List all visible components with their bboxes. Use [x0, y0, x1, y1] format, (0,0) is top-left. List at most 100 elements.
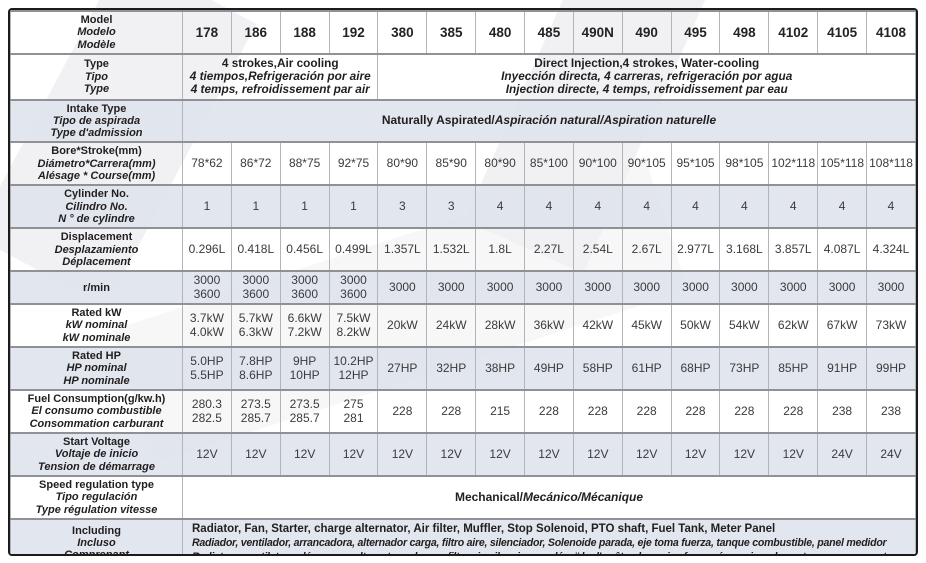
value-cell: 280.3 282.5	[182, 389, 232, 434]
value-line: 4.0kW	[189, 324, 224, 339]
merged-en-text: Mechanical	[454, 489, 520, 504]
value-cell: 1.532L	[426, 227, 477, 273]
row-label-line: Incluso	[77, 536, 116, 549]
value-cell: 238	[866, 389, 916, 434]
value-cell: 90*100	[572, 141, 623, 187]
value-cell: 228	[377, 389, 428, 434]
value-cell: 91HP	[817, 346, 868, 392]
value-cell: 9HP 10HP	[279, 346, 330, 392]
value-cell: 105*118	[817, 141, 868, 187]
value-cell: 228	[426, 389, 477, 434]
row-label-line: Comprenant	[64, 549, 129, 556]
value-line: 6.6kW	[287, 311, 322, 326]
value-cell: 12V	[377, 431, 428, 477]
value-line: 9HP	[292, 354, 317, 369]
row-label-line: Type	[84, 58, 109, 71]
value-cell: 20kW	[377, 303, 428, 349]
value-cell: 50kW	[670, 303, 721, 349]
table-row: Start Voltage Voltaje de inicio Tension de…	[10, 431, 916, 477]
row-label-line: Rated kW	[71, 307, 122, 320]
model-header-cell: 490N	[572, 10, 623, 55]
value-line: 32HP	[436, 360, 467, 375]
value-cell: 2.27L	[524, 227, 574, 273]
value-cell: 275 281	[328, 389, 379, 434]
row-label-line: Cilindro No.	[65, 200, 128, 213]
value-line: 3000	[779, 280, 807, 295]
value-cell: 3000	[377, 270, 428, 306]
value-line: 38HP	[485, 360, 516, 375]
value-line: 228	[587, 403, 608, 418]
row-label: Cylinder No. Cilindro No. N ° de cylindre	[10, 184, 183, 230]
value-cell: 12V	[621, 431, 672, 477]
row-label-line: Model	[80, 14, 113, 26]
model-header-cell: 186	[230, 10, 281, 55]
value-cell: 12V	[670, 431, 721, 477]
value-line: 10.2HP	[333, 354, 374, 369]
value-line: 20kW	[387, 317, 418, 332]
model-header-cell: 188	[279, 10, 330, 55]
value-cell: 32HP	[426, 346, 477, 392]
value-line: 4	[789, 199, 797, 214]
model-header-cell: 4105	[817, 10, 868, 55]
value-cell: 215	[475, 389, 526, 434]
value-cell: 0.499L	[328, 227, 379, 273]
row-label-line: Cylinder No.	[64, 188, 129, 201]
value-cell: 78*62	[182, 141, 232, 187]
engine-spec-table: Model Modelo Modèle 178 186 188 192 380 385 480 48…	[10, 10, 916, 556]
merged-cell-line: Injection directe, 4 temps, refroidissem…	[505, 82, 788, 97]
value-cell: 3.857L	[768, 227, 819, 273]
value-cell: 3000	[621, 270, 672, 306]
value-line: 280.3	[191, 397, 222, 412]
value-cell: 0.418L	[230, 227, 281, 273]
merged-value-cell: Mechanical/Mecánico/Mécanique	[182, 474, 916, 520]
value-line: 36kW	[533, 317, 565, 332]
value-line: 4	[496, 199, 504, 214]
value-cell: 3	[377, 184, 428, 230]
value-line: 95*105	[676, 156, 715, 171]
value-line: 7.5kW	[336, 311, 371, 326]
value-cell: 228	[524, 389, 574, 434]
value-line: 228	[685, 403, 706, 418]
value-line: 50kW	[680, 317, 711, 332]
value-line: 2.27L	[533, 242, 564, 257]
value-line: 3000	[193, 273, 221, 288]
table-row: Cylinder No. Cilindro No. N ° de cylindre 1…	[10, 184, 916, 230]
value-line: 67kW	[826, 317, 858, 332]
value-line: 78*62	[191, 156, 223, 171]
row-label-line: Tipo	[84, 70, 108, 83]
value-line: 3.857L	[774, 242, 812, 257]
value-line: 3000	[389, 280, 416, 295]
value-cell: 102*118	[768, 141, 819, 187]
value-cell: 3000	[524, 270, 574, 306]
value-cell: 3000 3600	[230, 270, 281, 306]
row-label-line: Tipo de aspirada	[52, 114, 141, 127]
value-line: 4.324L	[872, 242, 910, 257]
value-cell: 49HP	[524, 346, 574, 392]
value-cell: 68HP	[670, 346, 721, 392]
row-label-line: Speed regulation type	[39, 478, 154, 491]
value-cell: 12V	[524, 431, 574, 477]
row-label-line: El consumo combustible	[31, 405, 162, 418]
value-cell: 67kW	[817, 303, 868, 349]
value-line: 85*90	[435, 156, 467, 171]
row-label-line: Type régulation vitesse	[35, 503, 158, 516]
value-line: 282.5	[191, 410, 222, 425]
row-label-line: HP nominale	[63, 374, 130, 387]
value-line: 285.7	[240, 410, 271, 425]
value-line: 285.7	[289, 410, 320, 425]
row-label-line: Start Voltage	[62, 435, 131, 448]
value-line: 4	[838, 199, 846, 214]
value-cell: 12V	[768, 431, 819, 477]
value-line: 238	[832, 403, 853, 418]
row-label: Model Modelo Modèle	[10, 10, 183, 55]
table-row: Type Tipo Type 4 strokes,Air cooling 4 tiemp…	[10, 52, 916, 101]
value-line: 4	[741, 199, 748, 214]
value-cell: 4	[817, 184, 868, 230]
including-cell: Radiator, Fan, Starter, charge alternato…	[182, 517, 916, 554]
row-label-line: Voltaje de inicio	[54, 448, 139, 461]
value-line: 3600	[291, 286, 318, 301]
row-label-line: Fuel Consumption(g/kw.h)	[27, 393, 166, 406]
merged-cell-line: 4 tiempos,Refrigeración por aire	[189, 69, 371, 84]
value-line: 12V	[245, 446, 267, 461]
